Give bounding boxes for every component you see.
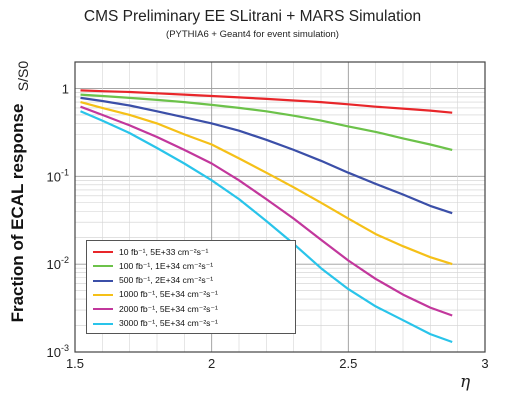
series-line-2 xyxy=(80,93,453,151)
legend-label: 2000 fb⁻¹, 5E+34 cm⁻²s⁻¹ xyxy=(119,303,218,314)
series-line-4 xyxy=(80,101,453,266)
y-tick-label: 10-1 xyxy=(47,167,69,184)
series-line-1 xyxy=(80,89,453,114)
y-tick-label: 10-2 xyxy=(47,255,69,272)
legend-label: 10 fb⁻¹, 5E+33 cm⁻²s⁻¹ xyxy=(119,246,209,257)
chart-subtitle: (PYTHIA6 + Geant4 for event simulation) xyxy=(166,29,339,40)
series-line-6 xyxy=(80,110,453,344)
legend-swatch xyxy=(93,279,113,282)
legend-item: 3000 fb⁻¹, 5E+34 cm⁻²s⁻¹ xyxy=(93,317,218,331)
legend-item: 1000 fb⁻¹, 5E+34 cm⁻²s⁻¹ xyxy=(93,288,218,302)
legend-label: 1000 fb⁻¹, 5E+34 cm⁻²s⁻¹ xyxy=(119,289,218,300)
legend-item: 2000 fb⁻¹, 5E+34 cm⁻²s⁻¹ xyxy=(93,302,218,316)
chart-legend: 10 fb⁻¹, 5E+33 cm⁻²s⁻¹ 100 fb⁻¹, 1E+34 cm… xyxy=(86,240,296,334)
x-tick-label: 2 xyxy=(208,356,215,371)
y-tick-label: 10-3 xyxy=(47,343,69,360)
legend-swatch xyxy=(93,293,113,296)
legend-swatch xyxy=(93,251,113,253)
series-line-3 xyxy=(80,96,453,215)
legend-label: 500 fb⁻¹, 2E+34 cm⁻²s⁻¹ xyxy=(119,275,214,286)
legend-item: 100 fb⁻¹, 1E+34 cm⁻²s⁻¹ xyxy=(93,259,213,273)
legend-swatch xyxy=(93,322,113,325)
x-tick-label: 1.5 xyxy=(66,356,84,371)
plot-frame xyxy=(74,61,486,353)
x-tick-label: 3 xyxy=(481,356,488,371)
legend-label: 100 fb⁻¹, 1E+34 cm⁻²s⁻¹ xyxy=(119,260,214,271)
legend-item: 10 fb⁻¹, 5E+33 cm⁻²s⁻¹ xyxy=(93,245,208,259)
series-line-5 xyxy=(80,105,453,317)
y-tick-label: 1 xyxy=(62,81,69,96)
x-axis-label: η xyxy=(460,372,471,392)
legend-label: 3000 fb⁻¹, 5E+34 cm⁻²s⁻¹ xyxy=(119,318,218,328)
legend-swatch xyxy=(93,308,113,311)
legend-swatch xyxy=(93,265,113,268)
x-tick-label: 2.5 xyxy=(339,356,357,371)
chart-title: CMS Preliminary EE SLitrani + MARS Simul… xyxy=(83,8,422,25)
legend-item: 500 fb⁻¹, 2E+34 cm⁻²s⁻¹ xyxy=(93,274,213,288)
